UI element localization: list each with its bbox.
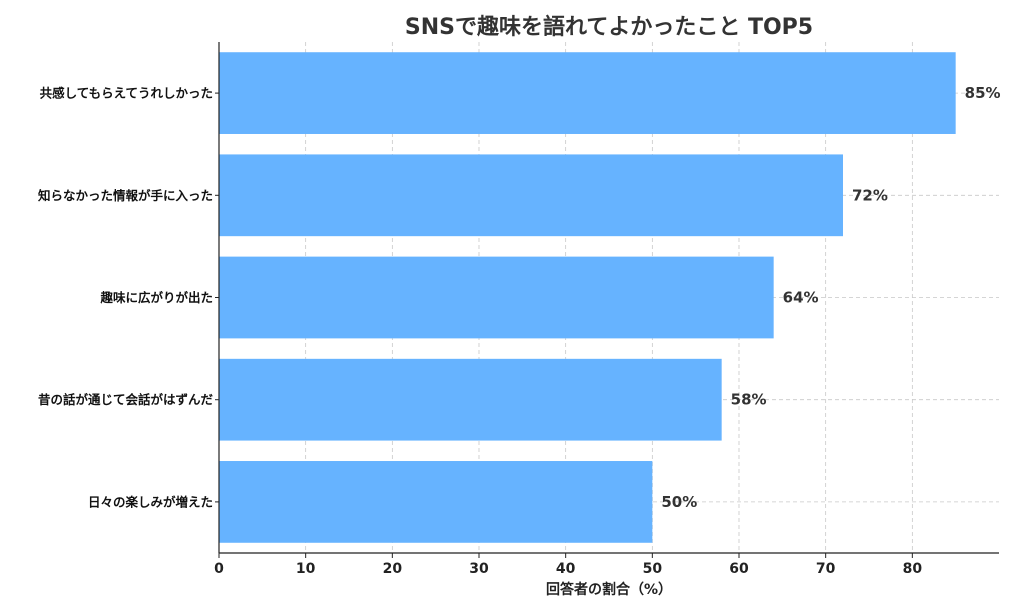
x-tick-label: 80 <box>903 561 923 577</box>
value-label: 64% <box>783 289 819 307</box>
category-labels: 共感してもらえてうれしかった知らなかった情報が手に入った趣味に広がりが出た昔の話… <box>37 86 214 510</box>
x-tick-label: 50 <box>643 561 663 577</box>
chart-title: SNSで趣味を語れてよかったこと TOP5 <box>405 14 813 40</box>
bar <box>219 256 774 339</box>
x-tick-label: 20 <box>383 561 403 577</box>
category-label: 知らなかった情報が手に入った <box>37 188 213 203</box>
bar <box>219 154 843 237</box>
category-label: 趣味に広がりが出た <box>99 290 213 305</box>
x-tick-label: 40 <box>556 561 576 577</box>
category-label: 共感してもらえてうれしかった <box>40 86 213 101</box>
x-tick-label: 0 <box>214 561 224 577</box>
bar <box>219 461 653 543</box>
x-tick-label: 30 <box>469 561 489 577</box>
x-tick-label: 70 <box>816 561 836 577</box>
value-label: 58% <box>731 391 767 409</box>
value-label: 50% <box>661 493 697 511</box>
value-label: 85% <box>965 84 1001 102</box>
bar <box>219 358 722 441</box>
bars <box>219 52 956 543</box>
x-ticks: 0 10 20 30 40 50 60 70 80 <box>214 92 923 577</box>
category-label: 昔の話が通じて会話がはずんだ <box>38 392 214 407</box>
category-label: 日々の楽しみが増えた <box>88 494 213 509</box>
x-tick-label: 10 <box>296 561 316 577</box>
value-labels: 85% 72% 64% 58% 50% <box>661 84 1000 511</box>
x-axis-label: 回答者の割合（%） <box>546 581 672 598</box>
value-label: 72% <box>852 186 888 204</box>
x-tick-label: 60 <box>729 561 749 577</box>
bar <box>219 52 956 134</box>
